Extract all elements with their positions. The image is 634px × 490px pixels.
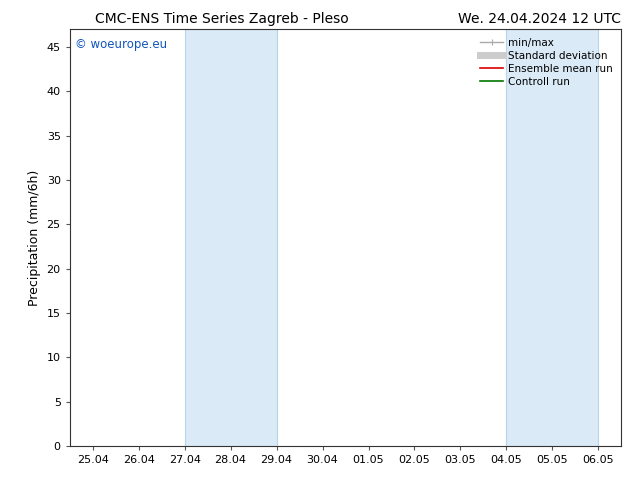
Y-axis label: Precipitation (mm/6h): Precipitation (mm/6h): [28, 170, 41, 306]
Bar: [507, 29, 598, 446]
Text: CMC-ENS Time Series Zagreb - Pleso: CMC-ENS Time Series Zagreb - Pleso: [95, 12, 349, 26]
Legend: min/max, Standard deviation, Ensemble mean run, Controll run: min/max, Standard deviation, Ensemble me…: [477, 35, 616, 90]
Bar: [184, 29, 276, 446]
Text: © woeurope.eu: © woeurope.eu: [75, 38, 167, 51]
Text: We. 24.04.2024 12 UTC: We. 24.04.2024 12 UTC: [458, 12, 621, 26]
